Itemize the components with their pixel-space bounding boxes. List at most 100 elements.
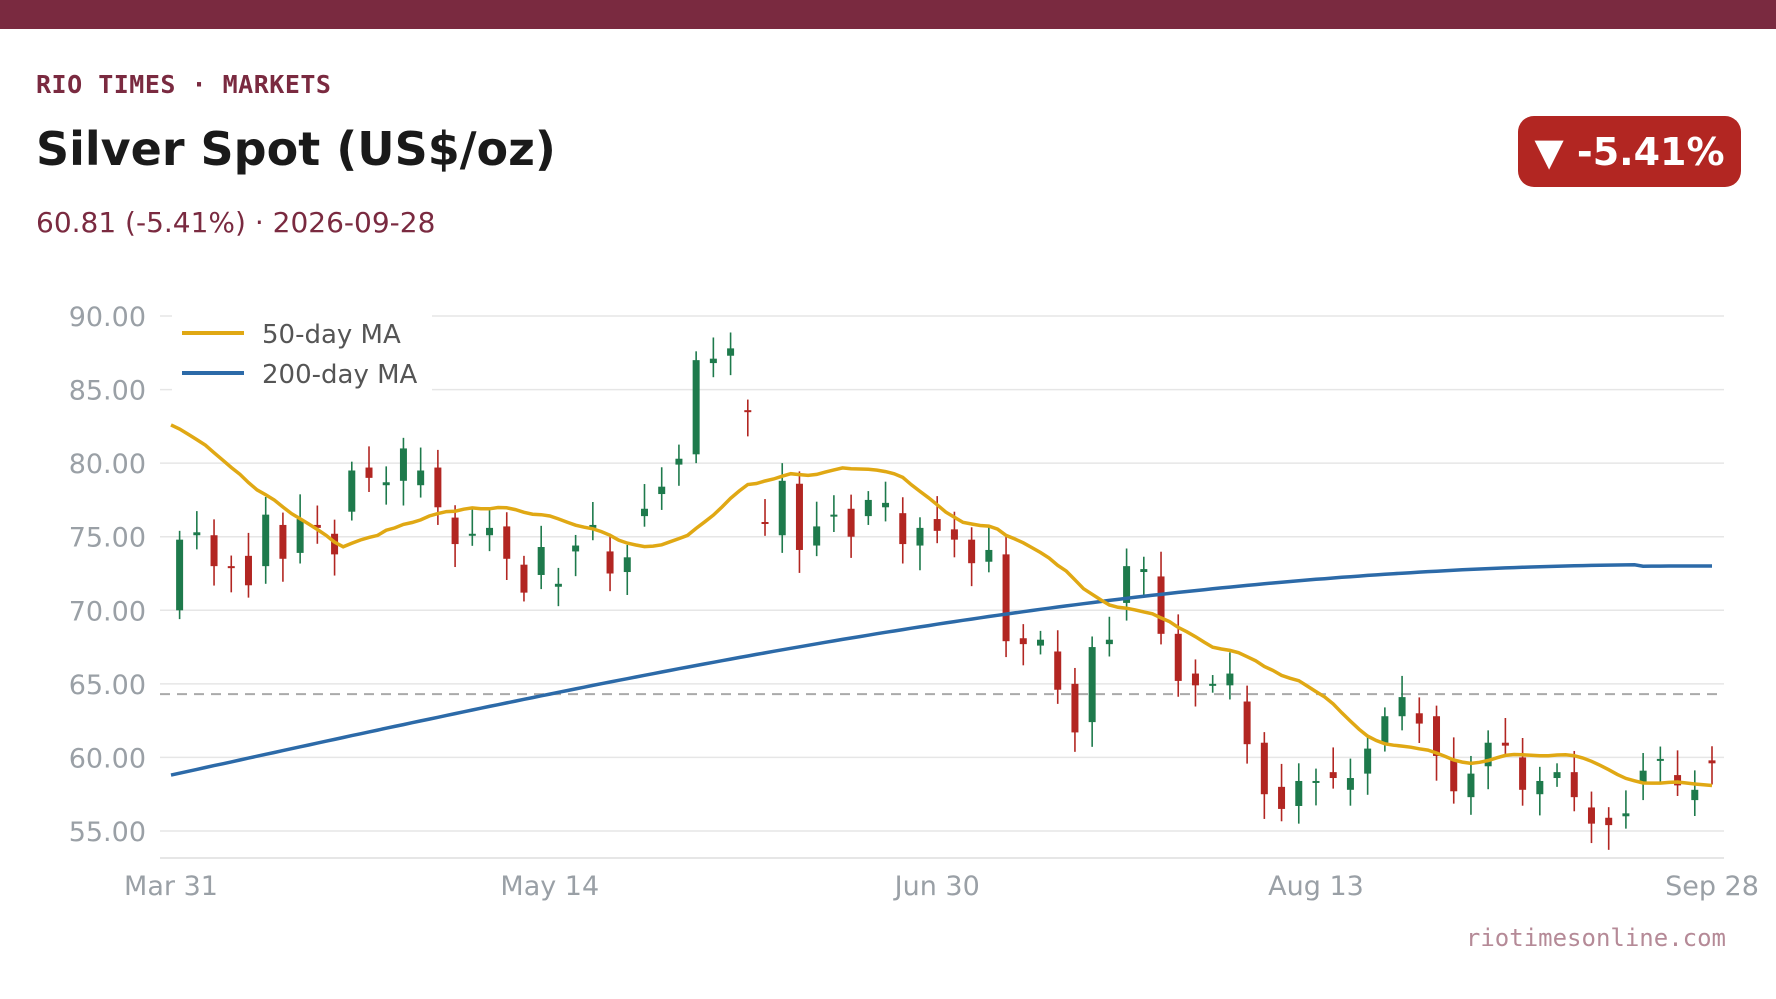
candle [382,466,390,505]
candle-body [279,524,287,559]
candle-body [1587,807,1595,824]
candle [658,467,666,510]
candle [589,501,597,541]
candle-body [1467,773,1475,798]
candle-body [847,508,855,537]
candle-body [1605,817,1613,826]
x-axis-ticks: Mar 31 May 14 Jun 30 Aug 13 Sep 28 [124,871,1759,902]
candle [1656,746,1664,784]
candle-body [916,527,924,546]
candle [503,512,511,580]
candle [1605,807,1613,850]
candle [761,499,769,536]
candle-body [1037,639,1045,646]
candle-body [778,480,786,536]
candle-body [1364,748,1372,774]
candle [899,497,907,564]
candle [623,544,631,595]
candle-body [985,549,993,562]
candle-body [244,555,252,586]
candle-body [1639,770,1647,783]
candle [727,332,735,376]
candle [1105,616,1113,657]
candle-body [1191,673,1199,686]
candle [1157,551,1165,645]
legend-ma50-label: 50-day MA [262,320,401,350]
candle-body [589,524,597,528]
candle [331,519,339,576]
candle-body [623,557,631,573]
candle-body [1484,742,1492,767]
candle [950,511,958,558]
candle [210,519,218,586]
candle [1622,790,1630,829]
candle-body [675,458,683,465]
candle-body [1123,566,1131,603]
candle [554,567,562,607]
candle-body [1278,786,1286,809]
x-tick-label: Jun 30 [893,871,980,902]
price-subtitle: 60.81 (-5.41%) · 2026-09-28 [36,206,436,239]
candle-body [1553,772,1561,779]
candle-body [1088,647,1096,723]
candle [1037,630,1045,655]
candle-body [1433,716,1441,756]
candle-body [1501,742,1509,746]
candle [1553,763,1561,787]
legend-ma200-label: 200-day MA [262,360,418,390]
candle [606,533,614,592]
candle-body [1708,760,1716,764]
candles [176,332,1716,850]
candle [1398,675,1406,731]
y-tick-label: 90.00 [69,302,146,333]
candle-body [795,483,803,550]
candle-body [503,526,511,559]
candle-body [227,566,235,569]
y-tick-label: 65.00 [69,670,146,701]
candle-body [210,535,218,567]
top-accent-bar [0,0,1776,29]
candle [1364,734,1372,795]
candle [279,512,287,582]
candle-body [968,539,976,564]
candle [744,399,752,437]
candle-body [1656,758,1664,761]
candle-body [864,499,872,517]
candle [1054,630,1062,704]
candle [176,530,184,620]
candle-body [709,358,717,364]
candle [296,494,304,564]
candle [348,461,356,521]
candle-body [813,526,821,546]
candle [1209,675,1217,693]
candle [1260,732,1268,819]
candle [572,534,580,577]
candle [262,496,270,584]
candle-body [1054,651,1062,690]
candle [795,471,803,573]
candle-body [1140,569,1148,573]
candle-body [1260,742,1268,795]
candle [1639,753,1647,801]
candle-body [1157,576,1165,634]
candle-body [744,410,752,413]
candle-body [1105,639,1113,645]
candle-body [1019,638,1027,645]
candle-body [176,539,184,611]
candle [1346,758,1354,806]
candle-body [1002,554,1010,642]
candle [778,463,786,553]
candle-body [1570,772,1578,798]
candle [1519,738,1527,806]
candle-body [1243,701,1251,745]
candle [1295,763,1303,824]
candle-body [193,532,201,536]
candle [1691,770,1699,816]
candle-body [1381,716,1389,743]
candle-body [1312,780,1320,783]
x-tick-label: Sep 28 [1665,871,1759,902]
publication-brand: RIO TIMES · MARKETS [36,70,332,99]
candle-body [1450,760,1458,792]
candle [1708,746,1716,785]
